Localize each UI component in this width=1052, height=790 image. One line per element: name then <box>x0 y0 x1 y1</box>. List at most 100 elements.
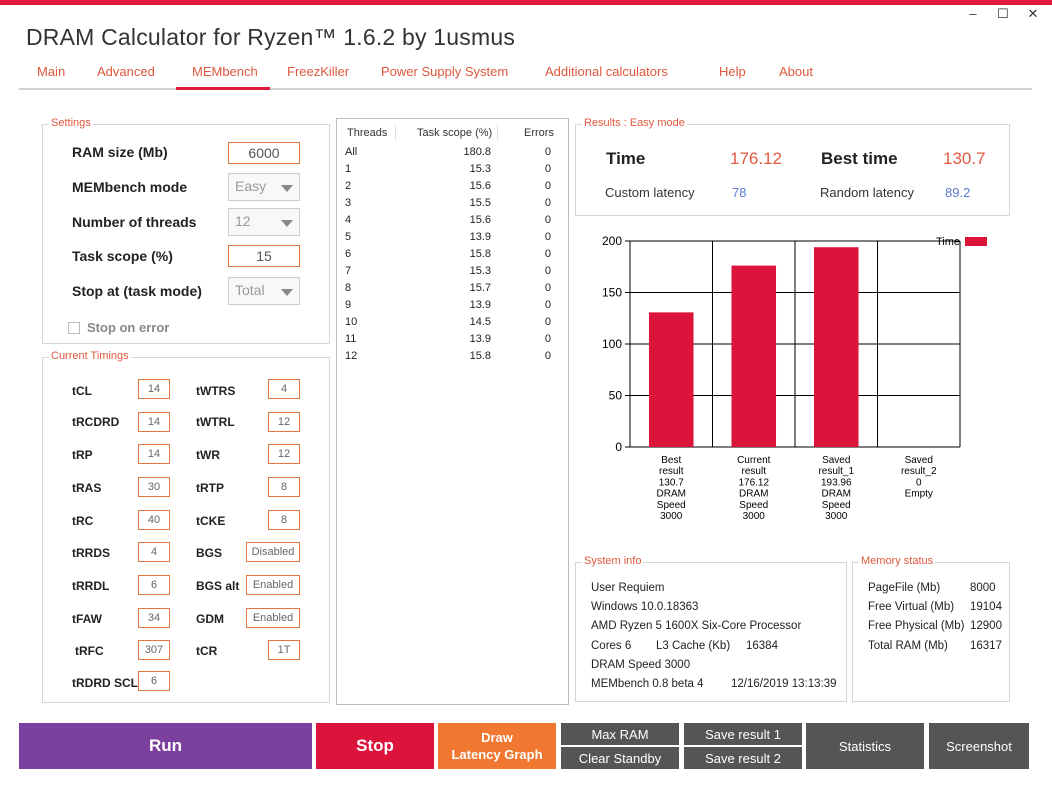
settings-group: Settings RAM size (Mb) 6000 MEMbench mod… <box>42 117 330 344</box>
tab-additional-calculators[interactable]: Additional calculators <box>545 64 668 79</box>
timing-value[interactable]: 12 <box>268 412 300 432</box>
close-icon[interactable]: ✕ <box>1027 6 1039 21</box>
memory-status-group: Memory status PageFile (Mb) 8000 Free Vi… <box>852 555 1010 702</box>
table-cell: 3 <box>345 197 352 209</box>
mem-label: Free Virtual (Mb) <box>868 601 955 613</box>
table-cell: 12 <box>345 350 358 362</box>
table-row[interactable]: 2 15.6 0 <box>345 180 557 197</box>
timing-value[interactable]: 307 <box>138 640 170 660</box>
tab-advanced[interactable]: Advanced <box>97 64 155 79</box>
draw-latency-graph-button[interactable]: Draw Latency Graph <box>438 723 556 769</box>
tab-help[interactable]: Help <box>719 64 746 79</box>
timings-title: Current Timings <box>49 350 131 362</box>
dram-speed-text: DRAM Speed 3000 <box>591 659 691 671</box>
timing-value[interactable]: 8 <box>268 510 300 530</box>
timing-value[interactable]: 34 <box>138 608 170 628</box>
cpu-text: AMD Ryzen 5 1600X Six-Core Processor <box>591 620 802 632</box>
tab-main[interactable]: Main <box>37 64 66 79</box>
y-tick-label: 150 <box>602 286 622 300</box>
table-cell: 0 <box>544 214 551 226</box>
timing-value[interactable]: Enabled <box>246 608 300 628</box>
threads-label: Number of threads <box>72 214 197 230</box>
max-ram-button[interactable]: Max RAM <box>561 723 679 745</box>
mem-value: 19104 <box>970 601 1002 613</box>
table-cell: 9 <box>345 299 352 311</box>
mem-value: 12900 <box>970 620 1002 632</box>
bar <box>731 265 777 447</box>
timing-value[interactable]: 1T <box>268 640 300 660</box>
timing-value[interactable]: Enabled <box>246 575 300 595</box>
stop-on-error-label: Stop on error <box>87 320 170 335</box>
stop-on-error-checkbox[interactable]: Stop on error <box>68 320 169 335</box>
table-row[interactable]: All 180.8 0 <box>345 146 557 163</box>
timing-value[interactable]: 12 <box>268 444 300 464</box>
timing-value[interactable]: 14 <box>138 379 170 399</box>
table-cell: 6 <box>345 248 352 260</box>
stop-button[interactable]: Stop <box>316 723 434 769</box>
x-category-label: 3000 <box>825 511 848 522</box>
table-row[interactable]: 11 13.9 0 <box>345 333 557 350</box>
table-row[interactable]: 9 13.9 0 <box>345 299 557 316</box>
table-row[interactable]: 8 15.7 0 <box>345 282 557 299</box>
table-cell: 0 <box>544 163 551 175</box>
x-category-label: 3000 <box>660 511 683 522</box>
table-cell: 11 <box>345 333 357 345</box>
timing-value[interactable]: 14 <box>138 444 170 464</box>
results-bar-chart: 050100150200Bestresult130.7DRAMSpeed3000… <box>602 234 987 522</box>
table-row[interactable]: 7 15.3 0 <box>345 265 557 282</box>
table-row[interactable]: 6 15.8 0 <box>345 248 557 265</box>
table-cell: 4 <box>345 214 352 226</box>
x-category-label: DRAM <box>739 489 768 500</box>
statistics-button[interactable]: Statistics <box>806 723 924 769</box>
l3-label: L3 Cache (Kb) <box>656 640 731 652</box>
x-category-label: DRAM <box>822 489 851 500</box>
table-row[interactable]: 3 15.5 0 <box>345 197 557 214</box>
table-row[interactable]: 1 15.3 0 <box>345 163 557 180</box>
timing-value[interactable]: 30 <box>138 477 170 497</box>
mem-label: Free Physical (Mb) <box>868 620 965 632</box>
save-result-2-button[interactable]: Save result 2 <box>684 747 802 769</box>
screenshot-button[interactable]: Screenshot <box>929 723 1029 769</box>
table-cell: 0 <box>544 180 551 192</box>
timing-value[interactable]: Disabled <box>246 542 300 562</box>
table-row[interactable]: 12 15.8 0 <box>345 350 557 367</box>
table-row[interactable]: 10 14.5 0 <box>345 316 557 333</box>
tab-membench[interactable]: MEMbench <box>176 64 270 90</box>
timing-label: tCKE <box>196 514 226 528</box>
cores-text: Cores 6 <box>591 640 632 652</box>
stop-at-select[interactable]: Total <box>228 277 300 305</box>
x-category-label: Empty <box>905 489 933 500</box>
table-row[interactable]: 4 15.6 0 <box>345 214 557 231</box>
system-info-title: System info <box>582 555 644 567</box>
minimize-icon[interactable]: – <box>969 6 977 21</box>
timings-group: Current Timings tCL 14 tRCDRD 14 tRP 14 … <box>42 350 330 703</box>
timing-label: tRCDRD <box>72 415 120 429</box>
timing-value[interactable]: 4 <box>138 542 170 562</box>
task-scope-header: Task scope (%) <box>417 127 493 139</box>
table-cell: 15.8 <box>469 350 491 362</box>
timing-value[interactable]: 8 <box>268 477 300 497</box>
legend-swatch <box>965 237 987 246</box>
tab-about[interactable]: About <box>779 64 813 79</box>
maximize-icon[interactable]: ☐ <box>997 6 1009 21</box>
memory-status-title: Memory status <box>859 555 936 567</box>
timing-value[interactable]: 6 <box>138 575 170 595</box>
timing-value[interactable]: 40 <box>138 510 170 530</box>
tab-power-supply[interactable]: Power Supply System <box>381 64 509 79</box>
table-cell: 10 <box>345 316 358 328</box>
results-group: Results : Easy mode Time 176.12 Best tim… <box>575 117 1010 216</box>
clear-standby-button[interactable]: Clear Standby <box>561 747 679 769</box>
tab-freezkiller[interactable]: FreezKiller <box>287 64 350 79</box>
threads-select[interactable]: 12 <box>228 208 300 236</box>
task-scope-input[interactable]: 15 <box>228 245 300 267</box>
timing-value[interactable]: 14 <box>138 412 170 432</box>
table-row[interactable]: 5 13.9 0 <box>345 231 557 248</box>
run-button[interactable]: Run <box>19 723 312 769</box>
threads-table[interactable]: Threads Task scope (%) Errors All 180.8 0 1… <box>336 118 569 705</box>
timing-value[interactable]: 6 <box>138 671 170 691</box>
save-result-1-button[interactable]: Save result 1 <box>684 723 802 745</box>
table-cell: 0 <box>544 316 551 328</box>
membench-mode-select[interactable]: Easy <box>228 173 300 201</box>
timing-value[interactable]: 4 <box>268 379 300 399</box>
ram-size-input[interactable]: 6000 <box>228 142 300 164</box>
